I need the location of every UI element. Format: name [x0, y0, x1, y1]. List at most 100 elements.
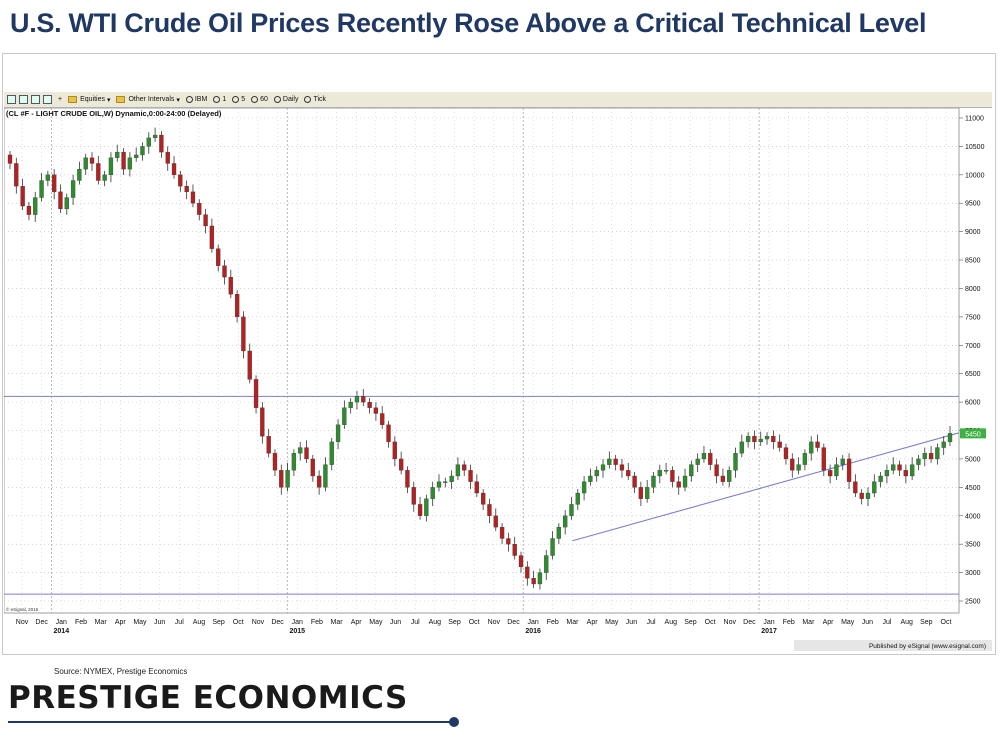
- candle-body: [821, 447, 826, 471]
- candle-body: [405, 470, 410, 488]
- chart-icon[interactable]: [7, 95, 16, 104]
- x-tick-label: Jun: [390, 619, 401, 626]
- candle-body: [247, 350, 252, 380]
- interval-60-button[interactable]: 60: [251, 96, 268, 103]
- x-tick-label: Nov: [724, 619, 737, 626]
- candle-body: [531, 578, 536, 585]
- candle-body: [695, 458, 700, 465]
- interval-1-button[interactable]: 1: [213, 96, 226, 103]
- candle-body: [342, 407, 347, 425]
- candle-body: [739, 441, 744, 454]
- candle-body: [928, 453, 934, 460]
- candle-body: [619, 464, 625, 471]
- x-tick-label: Jul: [175, 619, 184, 626]
- other-intervals-menu[interactable]: Other Intervals ▾: [116, 96, 180, 104]
- x-tick-label: Jul: [647, 619, 656, 626]
- copy-icon[interactable]: [43, 95, 52, 104]
- candle-body: [935, 447, 940, 460]
- ibm-button[interactable]: IBM: [185, 96, 207, 103]
- equities-menu[interactable]: Equities ▾: [68, 96, 110, 104]
- candle-body: [449, 475, 454, 482]
- candle-body: [184, 186, 189, 193]
- candle-body: [52, 174, 57, 193]
- candle-body: [234, 294, 240, 318]
- candle-body: [260, 407, 265, 437]
- candle-body: [607, 458, 612, 465]
- x-tick-label: Jun: [862, 619, 873, 626]
- trend-line: [572, 432, 960, 542]
- candle-body: [209, 225, 215, 249]
- y-tick-label: 2500: [965, 599, 981, 606]
- daily-button[interactable]: Daily: [273, 96, 298, 103]
- candle-body: [771, 436, 776, 443]
- y-axis: 11000 10500 10000 9500 9000 8500 8000 7500 7000 6…: [959, 116, 986, 606]
- candle-body: [316, 475, 322, 488]
- candle-body: [455, 464, 461, 477]
- candle-body: [518, 555, 524, 568]
- candle-body: [70, 180, 76, 198]
- x-tick-label: Apr: [823, 619, 835, 626]
- last-price-label: 5450: [965, 431, 981, 438]
- candle-body: [89, 157, 95, 164]
- x-tick-label: Mar: [95, 619, 108, 626]
- candle-body: [272, 453, 278, 471]
- y-tick-label: 11000: [965, 116, 984, 123]
- candle-body: [796, 464, 801, 471]
- candle-body: [752, 436, 757, 443]
- candle-body: [575, 492, 580, 505]
- y-tick-label: 4500: [965, 485, 981, 492]
- candle-body: [222, 265, 227, 278]
- add-icon[interactable]: +: [58, 96, 63, 103]
- candle-body: [474, 481, 479, 494]
- title-bar: U.S. WTI Crude Oil Prices Recently Rose …: [0, 0, 1000, 50]
- candle-body: [834, 464, 839, 477]
- x-tick-label: Apr: [115, 619, 127, 626]
- candle-body: [689, 464, 694, 477]
- candle-body: [329, 441, 334, 465]
- grid: [4, 108, 959, 613]
- x-tick-label: Jun: [626, 619, 637, 626]
- candle-body: [903, 470, 908, 477]
- tick-button[interactable]: Tick: [304, 96, 326, 103]
- candle-body: [298, 447, 303, 454]
- candle-body: [58, 191, 63, 210]
- candle-body: [556, 526, 562, 539]
- candle-body: [790, 458, 795, 471]
- candle-body: [266, 436, 271, 454]
- page-title: U.S. WTI Crude Oil Prices Recently Rose …: [10, 8, 927, 38]
- x-tick-label: Nov: [488, 619, 501, 626]
- print-icon[interactable]: [31, 95, 40, 104]
- x-tick-label: Jan: [528, 619, 539, 626]
- save-icon[interactable]: [19, 95, 28, 104]
- candle-body: [96, 163, 101, 181]
- x-tick-label: Jul: [883, 619, 892, 626]
- candle-body: [720, 475, 726, 482]
- candle-body: [203, 214, 208, 227]
- candle-body: [83, 157, 88, 170]
- candle-body: [777, 441, 782, 448]
- interval-5-button[interactable]: 5: [232, 96, 245, 103]
- x-tick-label: Feb: [311, 619, 323, 626]
- y-tick-label: 7500: [965, 314, 981, 321]
- candle-body: [670, 470, 675, 482]
- interval-icon: [251, 96, 259, 103]
- candle-body: [651, 475, 656, 488]
- candle-body: [33, 197, 38, 215]
- candle-body: [39, 180, 44, 198]
- x-tick-label: Oct: [941, 619, 952, 626]
- interval-icon: [232, 96, 240, 103]
- candle-body: [626, 470, 631, 477]
- x-tick-label: Apr: [587, 619, 599, 626]
- candle-body: [701, 453, 707, 460]
- candle-body: [613, 458, 618, 465]
- candle-body: [436, 481, 442, 488]
- candle-body: [398, 458, 404, 471]
- candle-body: [682, 475, 688, 488]
- x-tick-label: Apr: [351, 619, 363, 626]
- x-tick-label: Sep: [212, 619, 225, 626]
- candle-body: [947, 433, 953, 443]
- candle-body: [108, 157, 114, 175]
- chart-toolbar: + Equities ▾ Other Intervals ▾ IBM 1 5 6…: [4, 92, 992, 108]
- candle-body: [26, 205, 32, 215]
- candle-body: [865, 492, 871, 499]
